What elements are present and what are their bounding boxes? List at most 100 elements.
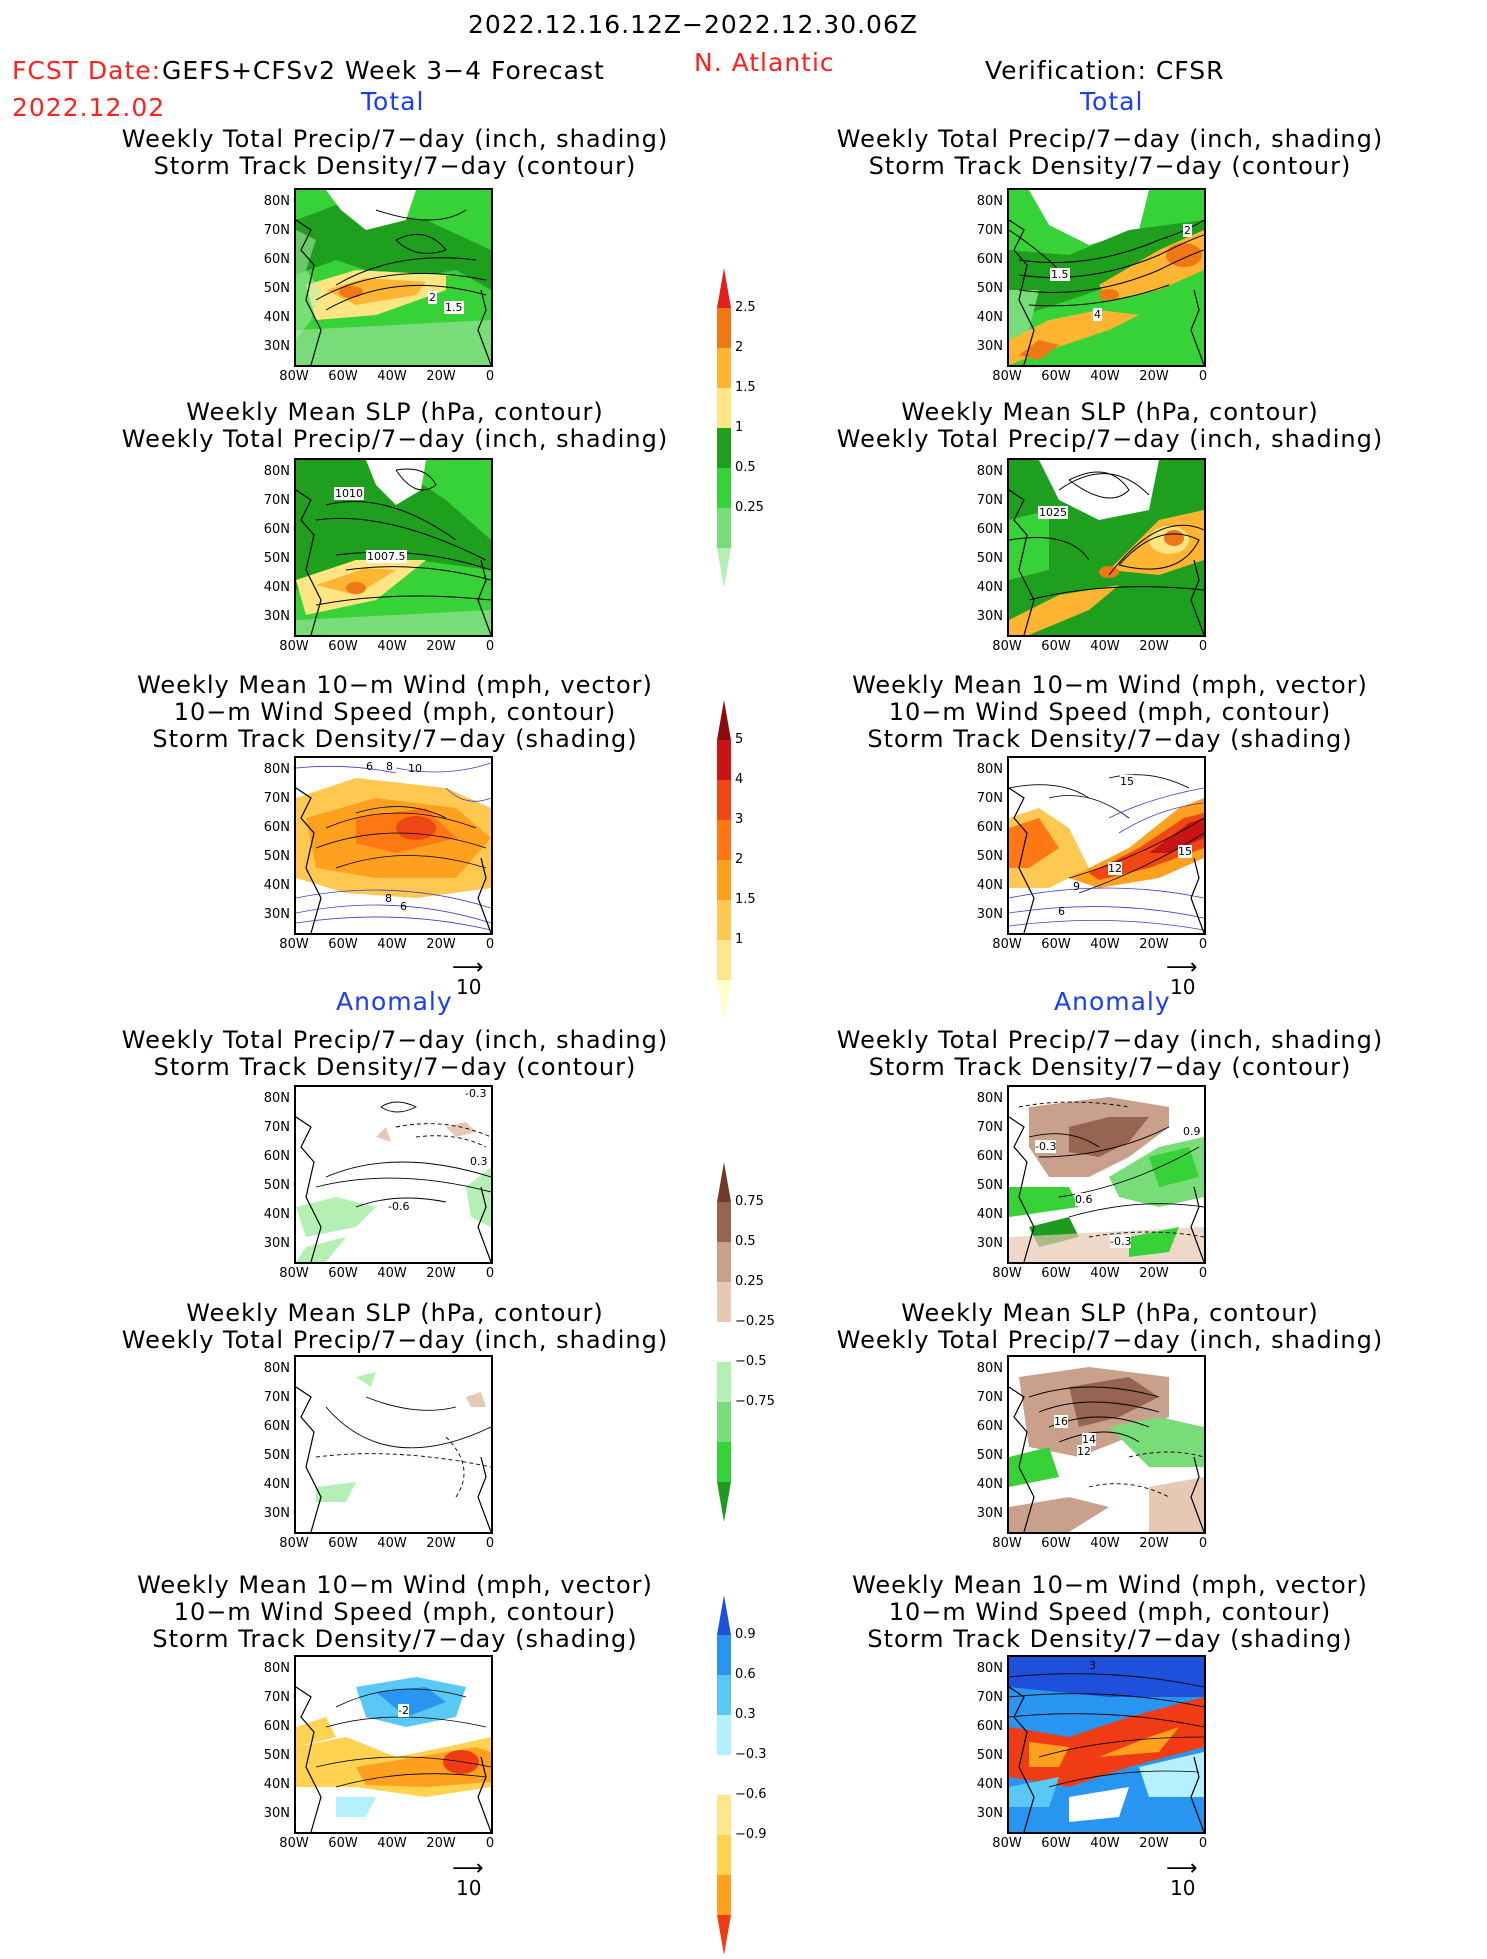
colorbar-swatches	[717, 1162, 731, 1522]
lat-tick-label: 30N	[263, 609, 290, 624]
contour-label: 8	[386, 760, 393, 773]
lon-tick-label: 40W	[377, 639, 407, 654]
lat-tick-label: 40N	[263, 1477, 290, 1492]
lon-tick-label: 40W	[377, 369, 407, 384]
contour-label: 1010	[334, 487, 364, 500]
verification-total-label: Total	[1080, 87, 1144, 116]
lon-tick-label: 80W	[992, 1836, 1022, 1851]
lon-tick-label: 40W	[1090, 369, 1120, 384]
lat-tick-label: 80N	[263, 194, 290, 209]
lat-tick-label: 70N	[976, 791, 1003, 806]
region-title: N. Atlantic	[694, 48, 835, 77]
colorbar-tick-label: 0.25	[735, 1274, 764, 1289]
lon-tick-label: 80W	[279, 1836, 309, 1851]
lat-tick-label: 30N	[263, 1236, 290, 1251]
contour-label: 16	[1054, 1415, 1068, 1428]
fc-anom-slp-title: Weekly Mean SLP (hPa, contour) Weekly To…	[121, 1299, 669, 1354]
lon-tick-label: 40W	[377, 937, 407, 952]
lat-tick-label: 80N	[976, 762, 1003, 777]
colorbar-swatch	[717, 1442, 731, 1482]
colorbar-swatch	[717, 1875, 731, 1915]
lat-tick-label: 60N	[976, 1149, 1003, 1164]
colorbar-tick-label: 0.6	[735, 1667, 756, 1682]
lon-tick-label: 0	[485, 639, 495, 654]
colorbar-swatches	[717, 1595, 731, 1955]
vector-ref-label: 10	[456, 975, 482, 999]
colorbar-tick-label: 0.3	[735, 1707, 756, 1722]
fc-total-slp-map	[294, 458, 493, 637]
colorbar-tick-label: −0.75	[735, 1394, 775, 1409]
lat-tick-label: 50N	[263, 551, 290, 566]
lat-tick-label: 80N	[263, 1361, 290, 1376]
lat-tick-label: 40N	[976, 1477, 1003, 1492]
lat-tick-label: 50N	[263, 1748, 290, 1763]
colorbar-swatches	[717, 700, 731, 1020]
lon-tick-label: 60W	[1041, 937, 1071, 952]
colorbar-tick-label: 2	[735, 852, 744, 867]
lat-tick-label: 50N	[263, 1448, 290, 1463]
lat-tick-label: 30N	[976, 339, 1003, 354]
contour-label: 12	[1108, 862, 1122, 875]
lon-tick-label: 60W	[328, 1266, 358, 1281]
lat-tick-label: 70N	[263, 1690, 290, 1705]
ob-anom-wind-map	[1007, 1655, 1206, 1834]
forecast-anomaly-label: Anomaly	[336, 987, 453, 1016]
lat-tick-label: 60N	[263, 522, 290, 537]
lon-tick-label: 80W	[279, 369, 309, 384]
lon-tick-label: 60W	[1041, 369, 1071, 384]
colorbar-swatch	[717, 900, 731, 940]
colorbar-swatch	[717, 1635, 731, 1675]
colorbar-swatch	[717, 1282, 731, 1322]
colorbar-swatch	[717, 820, 731, 860]
lon-tick-label: 80W	[279, 937, 309, 952]
lat-tick-label: 40N	[263, 878, 290, 893]
lat-tick-label: 40N	[976, 878, 1003, 893]
ob-total-slp-map	[1007, 458, 1206, 637]
colorbar-tick-label: −0.6	[735, 1787, 767, 1802]
lat-tick-label: 50N	[976, 551, 1003, 566]
colorbar-swatch	[717, 508, 731, 548]
lat-tick-label: 80N	[976, 1361, 1003, 1376]
contour-label: 1.5	[1050, 268, 1070, 281]
fcst-date: 2022.12.02	[12, 93, 166, 122]
lat-tick-label: 30N	[263, 1506, 290, 1521]
colorbar-tick-label: 4	[735, 772, 744, 787]
lon-tick-label: 20W	[1139, 369, 1169, 384]
ob-total-precip-track-title: Weekly Total Precip/7−day (inch, shading…	[836, 125, 1384, 180]
colorbar-swatch	[717, 860, 731, 900]
colorbar-swatch	[717, 1362, 731, 1402]
lat-tick-label: 70N	[976, 493, 1003, 508]
colorbar-swatch	[717, 1322, 731, 1362]
lon-tick-label: 60W	[1041, 1266, 1071, 1281]
lon-tick-label: 80W	[992, 1266, 1022, 1281]
colorbar-swatch	[717, 1715, 731, 1755]
lat-tick-label: 40N	[263, 580, 290, 595]
model-title: GEFS+CFSv2 Week 3−4 Forecast	[162, 56, 605, 85]
lon-tick-label: 20W	[1139, 1836, 1169, 1851]
lon-tick-label: 80W	[992, 1536, 1022, 1551]
lat-tick-label: 80N	[263, 1661, 290, 1676]
lon-tick-label: 60W	[328, 937, 358, 952]
lon-tick-label: 80W	[992, 369, 1022, 384]
lat-tick-label: 80N	[976, 194, 1003, 209]
colorbar-swatch	[717, 1915, 731, 1955]
lat-tick-label: 70N	[263, 223, 290, 238]
lon-tick-label: 80W	[279, 1266, 309, 1281]
colorbar-tick-label: −0.9	[735, 1827, 767, 1842]
lat-tick-label: 60N	[263, 820, 290, 835]
lat-tick-label: 70N	[263, 791, 290, 806]
verification-title: Verification: CFSR	[985, 56, 1225, 85]
colorbar-swatches	[717, 268, 731, 588]
contour-label: 2	[428, 291, 437, 304]
colorbar-tick-label: 0.5	[735, 460, 756, 475]
lon-tick-label: 60W	[1041, 1536, 1071, 1551]
lat-tick-label: 60N	[263, 1149, 290, 1164]
colorbar-tick-label: 5	[735, 732, 744, 747]
contour-label: 15	[1120, 775, 1134, 788]
ob-anom-slp-title: Weekly Mean SLP (hPa, contour) Weekly To…	[836, 1299, 1384, 1354]
colorbar-swatch	[717, 348, 731, 388]
lat-tick-label: 60N	[263, 1419, 290, 1434]
contour-label: -2	[398, 1704, 409, 1717]
lon-tick-label: 80W	[992, 937, 1022, 952]
colorbar-tick-label: 1	[735, 420, 744, 435]
